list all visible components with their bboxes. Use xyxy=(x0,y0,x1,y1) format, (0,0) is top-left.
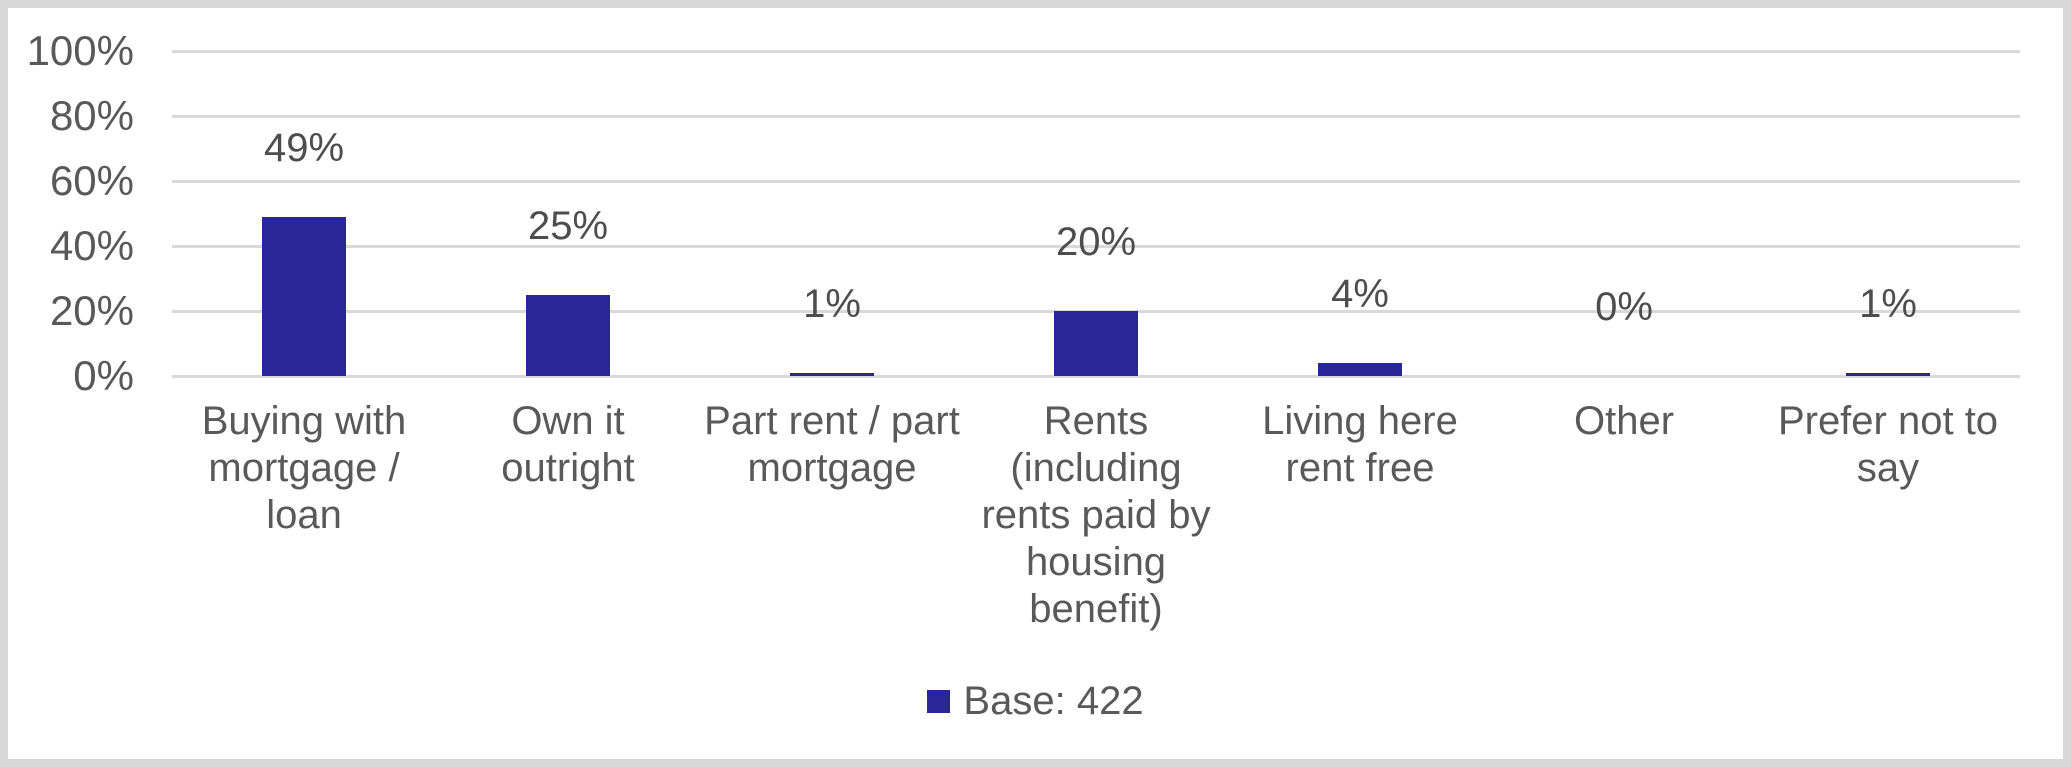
bar-value-label: 20% xyxy=(1055,220,1137,264)
y-tick-label: 40% xyxy=(49,222,134,269)
bar xyxy=(790,373,874,376)
y-tick-label: 60% xyxy=(49,157,134,204)
y-tick-label: 20% xyxy=(49,287,134,334)
gridline xyxy=(172,50,2020,53)
y-tick-label: 80% xyxy=(49,92,134,139)
gridline xyxy=(172,245,2020,248)
bar-value-label: 49% xyxy=(263,126,345,170)
category-label: Part rent / part mortgage xyxy=(704,399,960,490)
bar xyxy=(526,295,610,376)
legend-label: Base: 422 xyxy=(963,679,1144,723)
category-label: Prefer not to say xyxy=(1777,399,1999,490)
y-tick-label: 100% xyxy=(26,27,134,74)
gridline xyxy=(172,115,2020,118)
category-label: Buying with mortgage / loan xyxy=(201,399,407,537)
bar-value-label: 4% xyxy=(1331,272,1389,316)
category-label: Rents (including rents paid by housing b… xyxy=(981,399,1211,631)
bar xyxy=(1846,373,1930,376)
bar-value-label: 1% xyxy=(803,282,861,326)
y-tick-label: 0% xyxy=(73,352,134,399)
bar-value-label: 1% xyxy=(1859,282,1917,326)
category-label: Other xyxy=(1573,399,1675,443)
bar-value-label: 25% xyxy=(527,204,609,248)
legend-marker xyxy=(927,689,951,713)
legend: Base: 422 xyxy=(0,677,2071,725)
bar xyxy=(262,217,346,376)
bar xyxy=(1054,311,1138,376)
bar-value-label: 0% xyxy=(1595,285,1653,329)
category-label: Own it outright xyxy=(501,399,635,490)
gridline xyxy=(172,180,2020,183)
gridline xyxy=(172,375,2020,378)
category-label: Living here rent free xyxy=(1262,399,1458,490)
bar xyxy=(1318,363,1402,376)
